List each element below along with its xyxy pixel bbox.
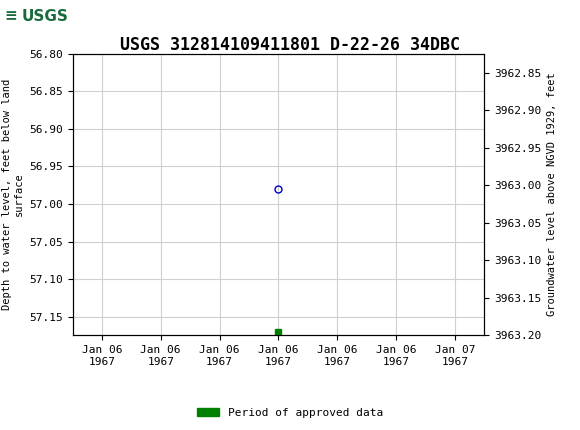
Text: ≡: ≡ [4,9,17,24]
Y-axis label: Depth to water level, feet below land
surface: Depth to water level, feet below land su… [2,79,23,310]
Text: USGS 312814109411801 D-22-26 34DBC: USGS 312814109411801 D-22-26 34DBC [120,36,460,54]
Y-axis label: Groundwater level above NGVD 1929, feet: Groundwater level above NGVD 1929, feet [547,73,557,316]
FancyBboxPatch shape [3,3,78,30]
Legend: Period of approved data: Period of approved data [193,403,387,422]
Text: USGS: USGS [22,9,69,24]
